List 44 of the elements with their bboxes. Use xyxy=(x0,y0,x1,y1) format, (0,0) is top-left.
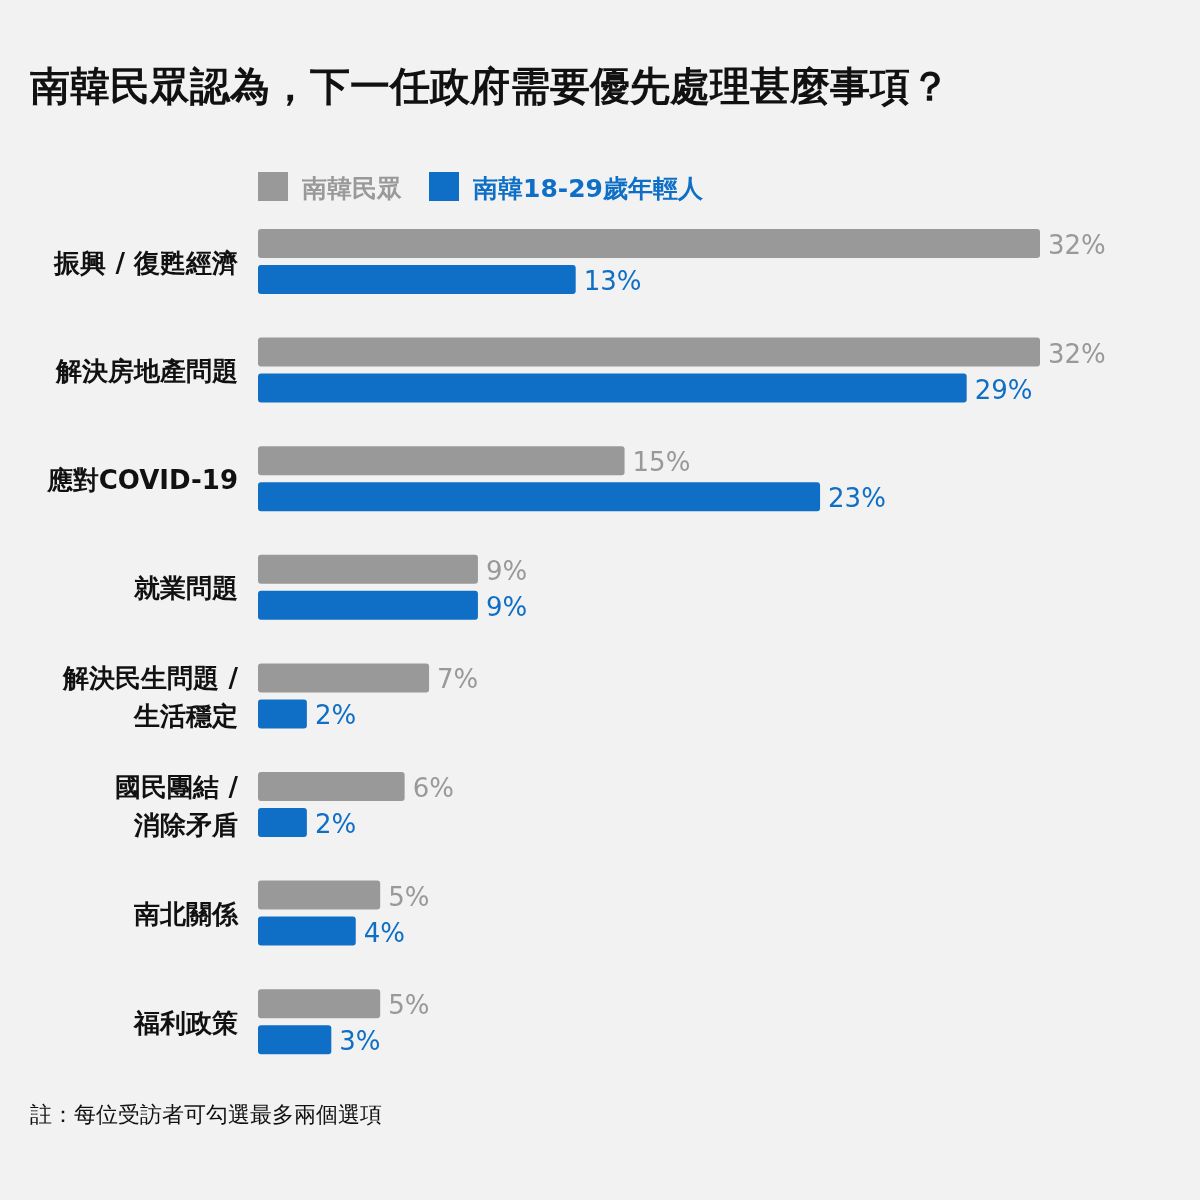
data-label: 32% xyxy=(1048,338,1106,369)
data-label: 7% xyxy=(437,664,479,695)
text: 註：每位受訪者可勾選最多兩個選項 xyxy=(30,1102,382,1127)
data-label: 5% xyxy=(388,990,430,1021)
data-label: 32% xyxy=(1048,230,1106,260)
legend-label: 南韓18-29歲年輕人 xyxy=(472,174,704,203)
y-tick-label: 國民團結 / 消除矛盾 xyxy=(115,771,239,840)
chart-title: 南韓民眾認為，下一任政府需要優先處理甚麼事項？ xyxy=(30,63,950,109)
data-label: 4% xyxy=(363,917,405,948)
y-tick-label: 振興 / 復甦經濟 xyxy=(53,247,239,278)
bar xyxy=(258,337,1040,367)
y-tick-label: 福利政策 xyxy=(132,1007,238,1038)
bar xyxy=(258,1025,332,1055)
data-label: 2% xyxy=(314,809,357,839)
data-label: 29% xyxy=(974,374,1033,405)
y-tick-label: 應對COVID-19 xyxy=(45,464,238,495)
data-label: 3% xyxy=(339,1026,381,1057)
bar xyxy=(258,989,381,1019)
bar xyxy=(258,699,307,729)
bar xyxy=(258,446,625,476)
bar xyxy=(258,808,307,837)
y-tick-label: 解決房地產問題 xyxy=(55,356,238,387)
data-label: 15% xyxy=(632,447,691,478)
bar xyxy=(258,663,430,693)
data-label: 23% xyxy=(828,483,886,514)
bar xyxy=(258,916,356,946)
bar xyxy=(258,482,821,512)
data-label: 2% xyxy=(314,700,357,731)
data-label: 9% xyxy=(485,591,528,622)
bar xyxy=(258,590,478,620)
data-label: 9% xyxy=(485,555,528,586)
bar xyxy=(258,880,381,910)
bar xyxy=(258,265,576,294)
data-label: 5% xyxy=(388,881,430,912)
bar xyxy=(258,229,1040,258)
data-label: 13% xyxy=(583,266,642,296)
y-tick-label: 解決民生問題 / 生活穩定 xyxy=(62,662,239,731)
bar xyxy=(258,772,405,801)
legend-label: 南韓民眾 xyxy=(301,174,402,203)
data-label: 6% xyxy=(412,773,454,803)
bar xyxy=(258,554,478,584)
y-tick-label: 就業問題 xyxy=(133,573,238,604)
bar xyxy=(258,373,967,403)
y-tick-label: 南北關係 xyxy=(133,899,239,930)
